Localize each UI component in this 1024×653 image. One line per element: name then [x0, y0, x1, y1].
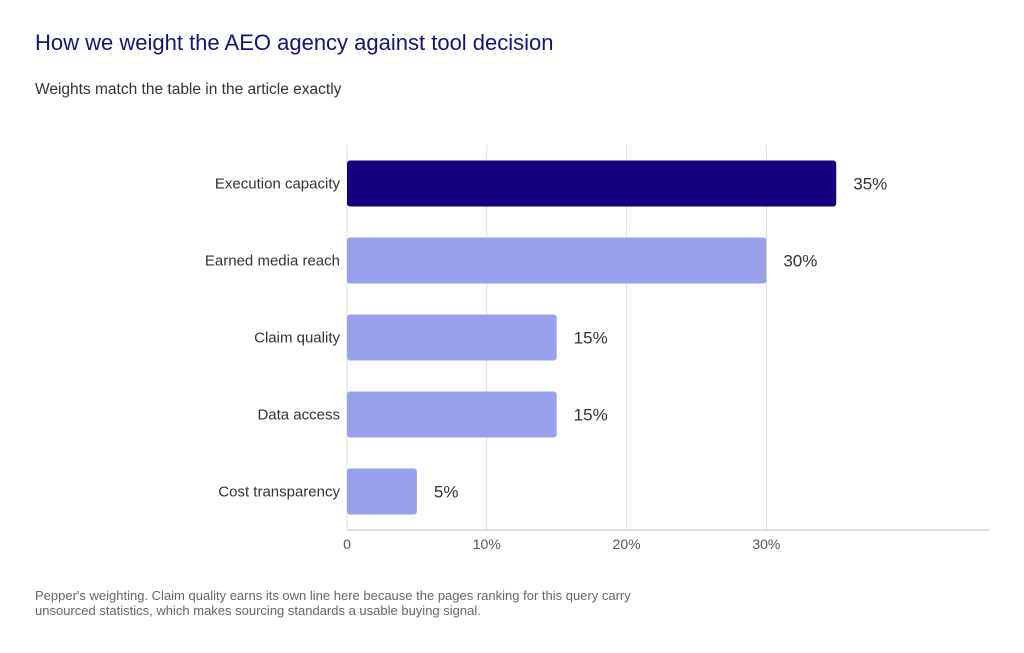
category-label: Cost transparency — [218, 484, 340, 501]
bars — [347, 160, 837, 515]
x-tick-label: 0 — [343, 536, 351, 552]
bar — [347, 237, 767, 284]
bar — [347, 160, 837, 207]
bar — [347, 391, 557, 438]
category-label: Execution capacity — [215, 176, 341, 193]
x-tick-label: 30% — [752, 536, 780, 552]
chart-subtitle: Weights match the table in the article e… — [35, 81, 342, 98]
category-labels: Execution capacity Earned media reach Clai… — [205, 176, 341, 501]
value-labels: 35% 30% 15% 15% 5% — [434, 175, 887, 502]
x-tick-label: 20% — [613, 536, 641, 552]
value-label: 15% — [574, 329, 608, 348]
x-tick-label: 10% — [473, 536, 501, 552]
value-label: 35% — [853, 175, 887, 194]
footnote: Pepper's weighting. Claim quality earns … — [35, 588, 631, 618]
category-label: Data access — [257, 407, 340, 424]
bar — [347, 314, 557, 361]
value-label: 5% — [434, 483, 459, 502]
bar — [347, 468, 417, 515]
value-label: 30% — [783, 252, 817, 271]
category-label: Earned media reach — [205, 253, 340, 270]
value-label: 15% — [574, 406, 608, 425]
category-label: Claim quality — [254, 330, 340, 347]
x-axis-tick-labels: 0 10% 20% 30% — [343, 536, 780, 552]
chart-title: How we weight the AEO agency against too… — [35, 30, 554, 55]
